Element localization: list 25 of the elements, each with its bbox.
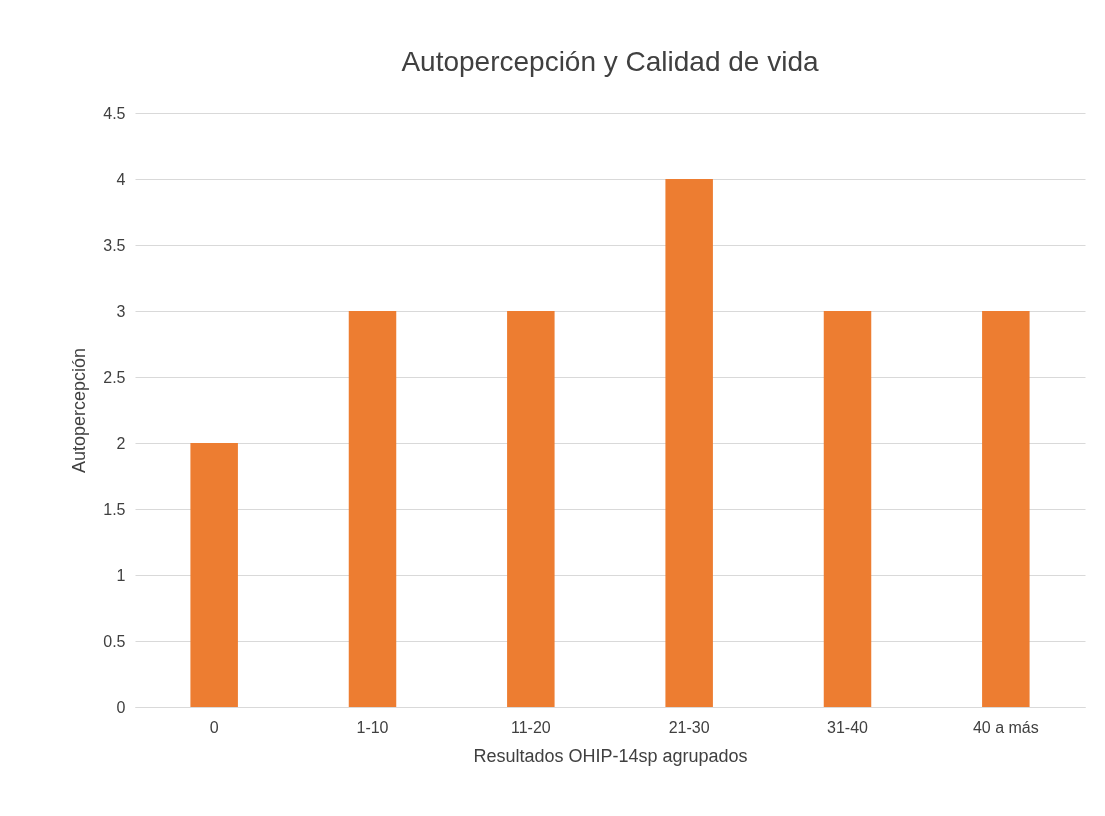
bar bbox=[665, 179, 713, 707]
y-tick-label: 3 bbox=[116, 302, 126, 320]
y-tick-label: 0 bbox=[116, 698, 126, 716]
y-tick-label: 4 bbox=[116, 170, 126, 188]
x-axis-title: Resultados OHIP-14sp agrupados bbox=[473, 745, 748, 766]
y-axis-title: Autopercepción bbox=[69, 347, 90, 474]
y-tick-label: 1 bbox=[116, 566, 126, 584]
y-tick-label: 0.5 bbox=[103, 632, 126, 650]
chart-title: Autopercepción y Calidad de vida bbox=[401, 46, 820, 77]
y-tick-label: 3.5 bbox=[103, 236, 126, 254]
x-tick-label: 0 bbox=[209, 718, 219, 736]
x-tick-label: 31-40 bbox=[827, 718, 869, 736]
y-tick-label: 1.5 bbox=[103, 500, 126, 518]
x-tick-label: 40 a más bbox=[972, 718, 1039, 736]
x-tick-label: 1-10 bbox=[356, 718, 389, 736]
bar bbox=[348, 311, 397, 707]
y-tick-label: 4.5 bbox=[103, 104, 126, 122]
x-tick-label: 11-20 bbox=[510, 718, 551, 736]
y-tick-label: 2.5 bbox=[103, 368, 126, 386]
bar bbox=[823, 311, 872, 707]
y-tick-label: 2 bbox=[116, 434, 126, 452]
x-tick-label: 21-30 bbox=[668, 718, 710, 736]
bar bbox=[982, 311, 1030, 707]
bar bbox=[190, 443, 238, 707]
bar bbox=[507, 311, 555, 707]
